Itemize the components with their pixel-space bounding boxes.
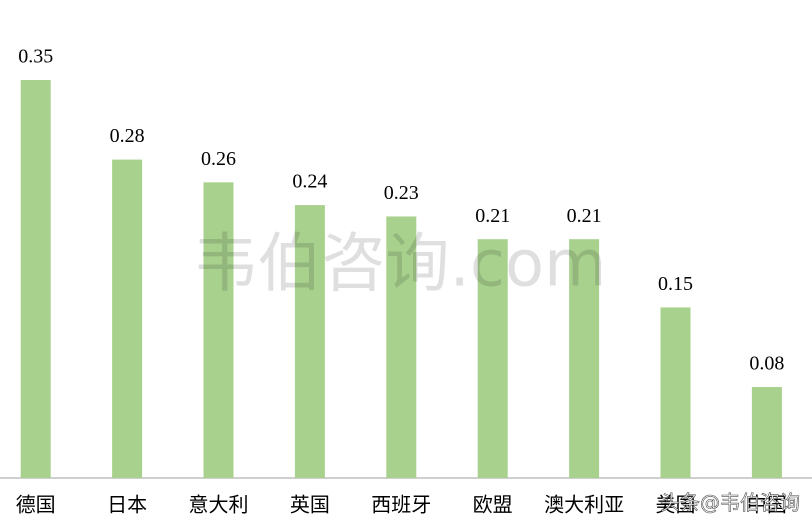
- bar: [660, 307, 691, 478]
- value-label: 0.21: [475, 205, 510, 227]
- x-tick-label: 日本: [107, 493, 147, 517]
- bar: [294, 205, 325, 479]
- x-tick-label: 欧盟: [473, 493, 513, 517]
- x-tick-label: 美国: [656, 493, 696, 517]
- x-tick-label: 西班牙: [371, 493, 431, 517]
- watermark: 头条@韦伯咨询: [660, 491, 800, 515]
- x-tick-label: 澳大利亚: [544, 493, 624, 517]
- value-label: 0.08: [749, 353, 784, 375]
- x-tick-label: 德国: [16, 493, 56, 517]
- bar: [751, 387, 782, 478]
- value-label: 0.24: [292, 171, 327, 193]
- x-tick-label: 英国: [290, 493, 330, 517]
- x-tick-label: 意大利: [189, 493, 249, 517]
- watermark: 韦伯咨询.com: [193, 228, 606, 302]
- bar: [386, 216, 417, 478]
- bar: [569, 239, 600, 478]
- bar: [112, 159, 143, 478]
- value-label: 0.26: [201, 148, 236, 170]
- bar: [203, 182, 234, 479]
- x-tick-label: 中国: [747, 493, 787, 517]
- value-label: 0.23: [384, 182, 419, 204]
- bar: [20, 80, 51, 478]
- value-label: 0.21: [567, 205, 602, 227]
- value-label: 0.15: [658, 273, 693, 295]
- value-label: 0.28: [110, 125, 145, 147]
- bar: [477, 239, 508, 478]
- value-label: 0.35: [18, 46, 53, 68]
